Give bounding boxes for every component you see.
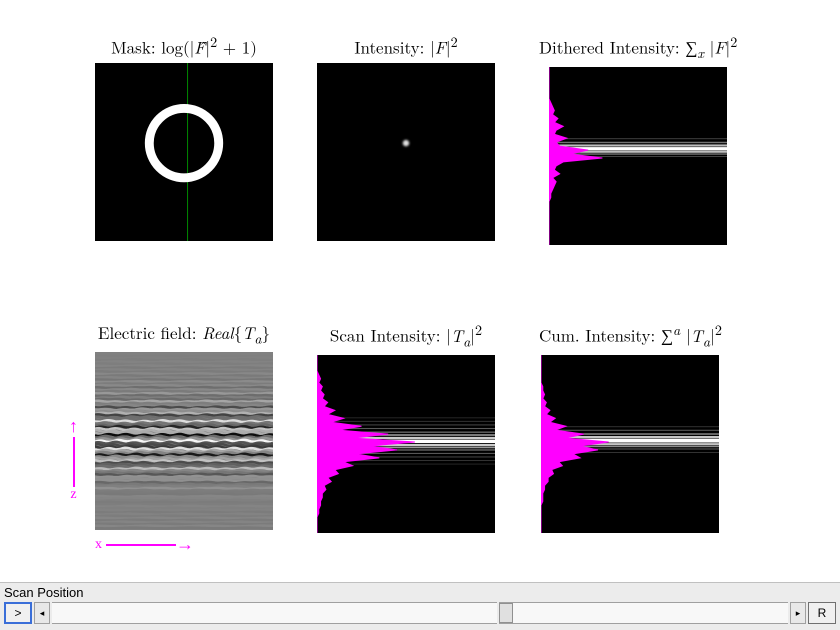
z-axis: ↑z — [69, 416, 78, 503]
x-axis: x→ — [95, 534, 194, 555]
play-button[interactable]: > — [4, 602, 32, 624]
reset-button[interactable]: R — [808, 602, 836, 624]
panel-title: Dithered Intensity: ∑x |F|2 — [539, 32, 737, 63]
top-row: Mask: log(|F̂|2 + 1) Intensity: |F|2 Dithe… — [95, 32, 737, 245]
mask-svg — [95, 63, 273, 241]
scroll-left-button[interactable]: ◂ — [34, 602, 50, 624]
scroll-track-main[interactable] — [499, 602, 788, 624]
streak-svg — [549, 67, 727, 245]
point-svg — [317, 63, 495, 241]
scroll-track-left[interactable] — [52, 602, 497, 624]
efield-svg — [95, 352, 273, 530]
scroll-thumb[interactable] — [499, 603, 513, 623]
controls-bar: Scan Position > ◂ ▸ R — [0, 582, 840, 630]
panel-title: Intensity: |F|2 — [354, 32, 457, 59]
streak-svg — [541, 355, 719, 533]
panel-title: Scan Intensity: |Ta|2 — [330, 320, 482, 351]
panel-title: Mask: log(|F̂|2 + 1) — [111, 32, 257, 59]
streak-svg — [317, 355, 495, 533]
controls-label: Scan Position — [4, 585, 836, 600]
scroll-right-button[interactable]: ▸ — [790, 602, 806, 624]
panel-mask — [95, 63, 273, 241]
bottom-row: Electric field: Real{Ta}↑zx→Scan Intensi… — [95, 320, 722, 533]
panel-streak — [317, 355, 495, 533]
panel-streak — [541, 355, 719, 533]
panel-streak — [549, 67, 727, 245]
panel-point — [317, 63, 495, 241]
panel-efield — [95, 352, 273, 530]
panel-title: Electric field: Real{Ta} — [98, 320, 270, 348]
panel-title: Cum. Intensity: ∑a |Ta|2 — [539, 320, 722, 351]
